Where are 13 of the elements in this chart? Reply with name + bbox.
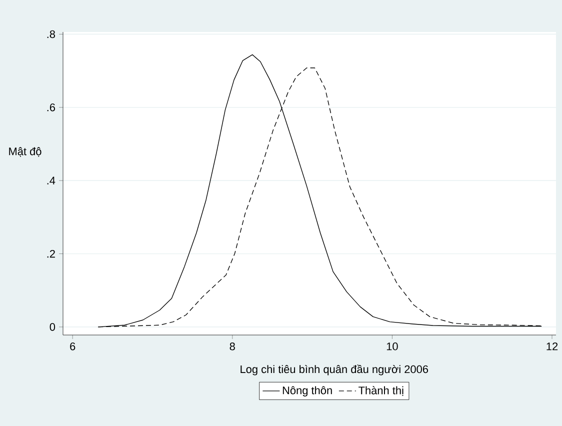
- x-tick-label: 10: [386, 342, 398, 350]
- y-axis-title: Mật độ: [9, 147, 42, 157]
- legend-label: Nông thôn: [282, 386, 332, 396]
- y-tick-label: 0: [50, 323, 56, 331]
- x-tick-label: 8: [230, 342, 235, 350]
- y-tick-label: .8: [47, 30, 56, 38]
- y-tick-label: .4: [47, 176, 56, 184]
- legend-label: Thành thị: [358, 386, 404, 396]
- y-tick-label: .2: [47, 250, 55, 258]
- x-tick-label: 6: [70, 342, 76, 350]
- y-tick-label: .6: [47, 104, 56, 112]
- x-tick-label: 12: [546, 342, 558, 350]
- x-axis-title: Log chi tiêu bình quân đầu người 2006: [240, 364, 428, 376]
